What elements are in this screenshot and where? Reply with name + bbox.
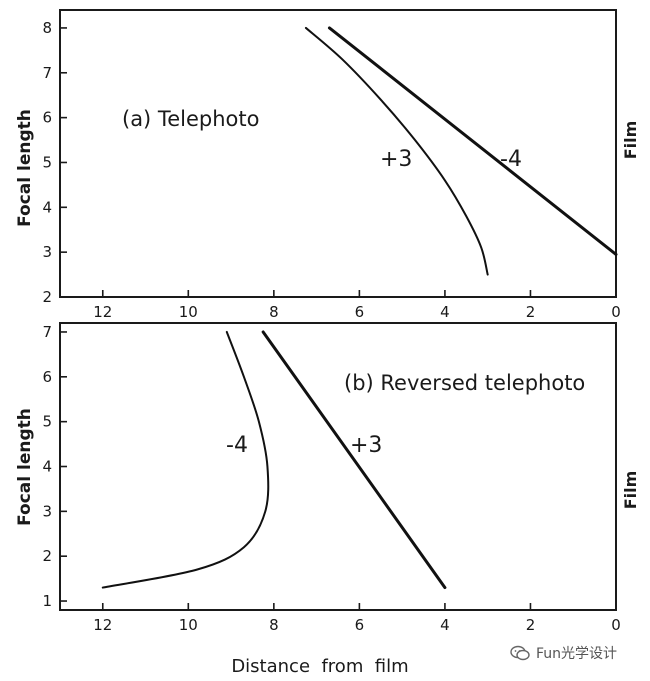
x-tick-label: 10: [179, 303, 198, 321]
series-label-minus4-b: -4: [226, 433, 248, 458]
x-tick-label: 6: [355, 616, 365, 634]
panel-a-film-label: Film: [621, 121, 640, 160]
x-tick-label: 0: [611, 616, 621, 634]
panel-a-title: (a) Telephoto: [122, 107, 259, 131]
panel-b-y-ticks: 1 2 3 4 5 6 7: [42, 323, 67, 610]
x-tick-label: 4: [440, 303, 450, 321]
y-tick-label: 5: [42, 153, 52, 171]
panel-b-series: [101, 330, 447, 590]
panel-a-y-axis-title: Focal length: [15, 109, 35, 227]
x-tick-label: 2: [526, 303, 536, 321]
x-tick-label: 2: [526, 616, 536, 634]
x-tick-label: 12: [93, 303, 112, 321]
series-line-minus4: [101, 330, 270, 589]
y-tick-label: 4: [42, 198, 52, 216]
panel-b-frame: [59, 322, 617, 611]
x-tick-label: 8: [269, 303, 279, 321]
y-tick-label: 5: [42, 413, 52, 431]
series-label-minus4-a: -4: [500, 147, 522, 172]
x-tick-label: 4: [440, 616, 450, 634]
panel-b-title: (b) Reversed telephoto: [344, 371, 585, 395]
y-tick-label: 3: [42, 502, 52, 520]
panel-b-x-axis-title: Distance from film: [231, 656, 408, 677]
y-tick-label: 6: [42, 368, 52, 386]
x-tick-label: 6: [355, 303, 365, 321]
series-label-plus3-b: +3: [350, 433, 382, 458]
series-line-plus3: [261, 330, 447, 590]
panel-a-telephoto: 2 3 4 5 6 7 8 12 10 8 6 4 2 0 Focal length (a) Telep…: [15, 9, 640, 321]
y-tick-label: 2: [42, 288, 52, 306]
y-tick-label: 4: [42, 458, 52, 476]
watermark: Fun光学设计: [510, 643, 617, 663]
y-tick-label: 1: [42, 592, 52, 610]
y-tick-label: 3: [42, 243, 52, 261]
panel-a-x-ticks: 12 10 8 6 4 2 0: [93, 290, 621, 321]
x-tick-label: 10: [179, 616, 198, 634]
panel-b-film-label: Film: [621, 471, 640, 510]
x-tick-label: 0: [611, 303, 621, 321]
y-tick-label: 2: [42, 547, 52, 565]
series-line-plus3: [304, 26, 489, 276]
panel-b-x-ticks: 12 10 8 6 4 2 0: [93, 603, 621, 634]
watermark-text: Fun光学设计: [536, 646, 618, 662]
x-tick-label: 12: [93, 616, 112, 634]
x-tick-label: 8: [269, 616, 279, 634]
wechat-icon: [510, 645, 530, 661]
series-line-minus4: [327, 26, 618, 256]
panel-a-y-ticks: 2 3 4 5 6 7 8: [42, 19, 67, 306]
y-tick-label: 7: [42, 323, 52, 341]
series-label-plus3-a: +3: [380, 147, 412, 172]
panel-a-frame: [59, 9, 617, 298]
y-tick-label: 7: [42, 64, 52, 82]
y-tick-label: 8: [42, 19, 52, 37]
y-tick-label: 6: [42, 109, 52, 127]
panel-b-y-axis-title: Focal length: [15, 408, 35, 526]
panel-a-series: [304, 26, 618, 276]
